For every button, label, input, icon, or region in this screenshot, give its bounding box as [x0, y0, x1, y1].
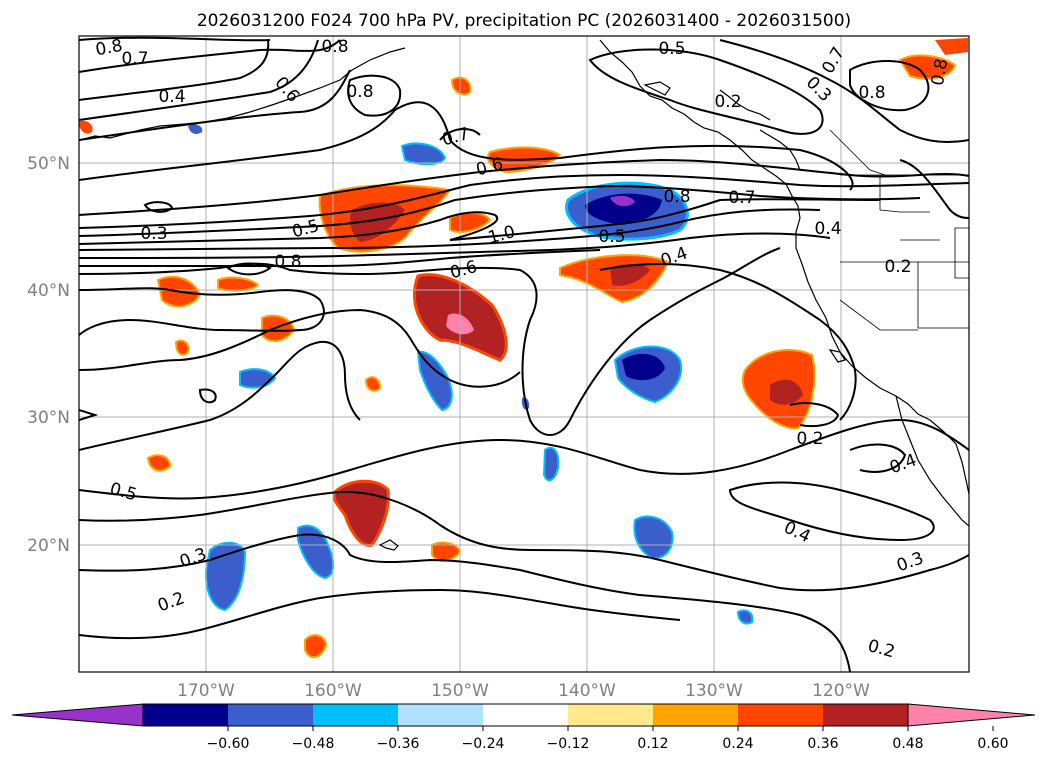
lon-label: 170°W — [177, 681, 235, 701]
precip-blob-neg — [542, 446, 560, 482]
colorbar-tick-label: −0.48 — [292, 736, 335, 752]
colorbar-tick-label: −0.24 — [462, 736, 505, 752]
colorbar-outline — [142, 703, 909, 727]
contour-label: 0.7 — [728, 188, 755, 208]
colorbar-segment — [143, 704, 228, 726]
contour-label: 0.8 — [321, 37, 348, 57]
precip-blob-pos — [304, 634, 328, 659]
contour-label: 0.2 — [714, 92, 741, 112]
precip-blob-pos — [364, 376, 382, 392]
precip-blob-pos — [174, 339, 190, 356]
colorbar-tick-label: −0.36 — [377, 736, 420, 752]
precip-blob-neg — [416, 350, 453, 412]
lon-label: 160°W — [304, 681, 362, 701]
precip-negative-areas — [188, 124, 754, 625]
precip-blob-neg — [188, 124, 203, 134]
map-title: 2026031200 F024 700 hPa PV, precipitatio… — [197, 11, 851, 31]
precip-blob-pos — [898, 54, 957, 80]
colorbar-extend-high — [907, 703, 1036, 727]
map-frame — [78, 35, 970, 673]
lon-label: 140°W — [558, 681, 616, 701]
colorbar-segment — [823, 704, 908, 726]
colorbar: −0.60 −0.48 −0.36 −0.24 −0.12 0.12 0.24 0.36 0.4… — [11, 703, 1036, 752]
contour-label: 0.4 — [814, 219, 841, 239]
precip-blob-pos-core — [770, 379, 803, 405]
precip-blob-neg — [736, 609, 754, 625]
precip-blob-neg-core — [585, 193, 662, 225]
contour-label: 0.7 — [121, 49, 148, 69]
contour-label: 0.8 — [663, 187, 690, 207]
lon-label: 130°W — [685, 681, 743, 701]
contour-label: 0.5 — [658, 39, 685, 59]
colorbar-segment — [653, 704, 738, 726]
colorbar-segment — [398, 704, 483, 726]
precip-blob-neg-core — [622, 353, 665, 381]
precip-blob-neg — [204, 541, 247, 612]
contour-label: 0.5 — [598, 227, 625, 247]
contour-label: 0.8 — [274, 252, 301, 272]
lon-label: 120°W — [812, 681, 870, 701]
precip-blob-pos-core — [350, 202, 405, 242]
coastlines — [79, 39, 969, 551]
colorbar-tick-label: −0.60 — [207, 736, 250, 752]
colorbar-tick-label: 0.24 — [722, 736, 753, 752]
contour-label: 0.8 — [858, 83, 885, 103]
contour-label: 0.3 — [140, 224, 167, 244]
colorbar-extend-low — [11, 703, 144, 727]
colorbar-segment — [228, 704, 313, 726]
colorbar-tick-label: 0.60 — [977, 736, 1008, 752]
precip-blob-pos — [79, 120, 93, 134]
colorbar-tick-label: 0.12 — [637, 736, 668, 752]
lat-label: 30°N — [27, 408, 70, 428]
contour-label: 0.8 — [94, 36, 124, 60]
precip-blob-pos — [146, 454, 172, 472]
pv-contours — [79, 36, 969, 672]
precip-blob-pos — [935, 38, 968, 55]
precip-blob-neg — [633, 515, 674, 560]
colorbar-tick-label: −0.12 — [547, 736, 590, 752]
contour-label: 0.8 — [928, 57, 952, 87]
precip-blob-pos-core — [610, 264, 650, 286]
colorbar-segment — [483, 704, 568, 726]
lat-labels: 50°N 40°N 30°N 20°N — [27, 154, 70, 556]
contour-label: 0.8 — [346, 82, 373, 102]
graticule — [79, 36, 969, 672]
contour-label: 0.4 — [158, 87, 185, 107]
lon-labels: 170°W 160°W 150°W 140°W 130°W 120°W — [177, 681, 870, 701]
lat-label: 40°N — [27, 281, 70, 301]
colorbar-tick-label: 0.36 — [807, 736, 838, 752]
lat-label: 50°N — [27, 154, 70, 174]
precip-blob-neg-core2 — [610, 195, 635, 207]
borders — [829, 129, 969, 331]
map-area: 0.8 0.7 0.8 0.5 0.4 0.6 0.8 0.2 0.3 0.7 … — [79, 36, 969, 672]
colorbar-tick-label: 0.48 — [892, 736, 923, 752]
lon-label: 150°W — [431, 681, 489, 701]
contour-label: 0.2 — [884, 257, 911, 277]
colorbar-segment — [738, 704, 823, 726]
colorbar-segment — [313, 704, 398, 726]
colorbar-segment — [568, 704, 653, 726]
contour-label: 0.2 — [796, 429, 823, 449]
lat-label: 20°N — [27, 536, 70, 556]
